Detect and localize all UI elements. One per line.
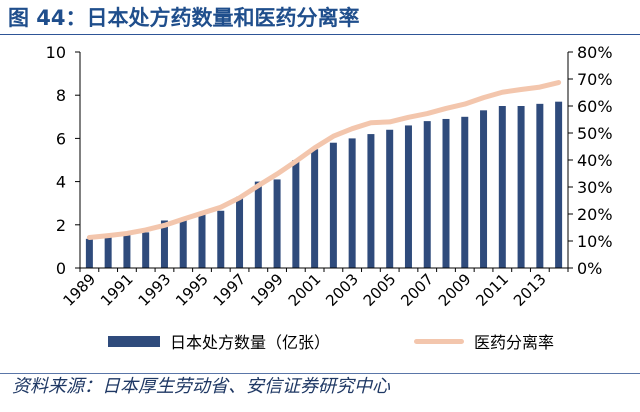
bar-2001 — [311, 149, 319, 268]
x-axis: 1989199119931995199719992001200320052007… — [59, 268, 569, 310]
legend-item-prescriptions: 日本处方数量（亿张） — [108, 329, 330, 353]
y-left-axis: 0 2 4 6 8 10 — [46, 43, 80, 278]
bar-2002 — [329, 142, 337, 268]
x-tick-label-1995: 1995 — [172, 270, 212, 310]
legend-label-prescriptions: 日本处方数量（亿张） — [170, 333, 331, 352]
x-tick-label-2003: 2003 — [322, 270, 362, 310]
y-right-tick-label: 0% — [577, 259, 602, 278]
bar-1996 — [217, 210, 225, 268]
bar-1993 — [160, 220, 168, 268]
x-tick-label-2007: 2007 — [397, 270, 437, 310]
bar-1998 — [254, 181, 262, 268]
bar-2012 — [517, 106, 525, 268]
x-tick-label-1997: 1997 — [210, 270, 250, 310]
legend-line-swatch — [414, 338, 464, 344]
bar-2010 — [480, 110, 488, 268]
chart-legend: 日本处方数量（亿张） 医药分离率 — [0, 329, 640, 353]
bar-2011 — [498, 106, 506, 268]
x-tick-label-1993: 1993 — [135, 270, 175, 310]
bar-1991 — [123, 234, 131, 268]
separation-rate-line — [86, 80, 562, 240]
y-right-tick-label: 20% — [577, 205, 613, 224]
figure-title: 图 44：日本处方药数量和医药分离率 — [8, 6, 360, 30]
x-tick-label-2013: 2013 — [510, 270, 550, 310]
bar-1990 — [104, 236, 112, 268]
bar-1989 — [85, 238, 93, 268]
bar-1999 — [273, 179, 281, 268]
x-tick-label-1999: 1999 — [247, 270, 287, 310]
y-right-tick-label: 80% — [577, 43, 613, 62]
x-tick-label-2005: 2005 — [360, 270, 400, 310]
y-left-tick-label: 4 — [56, 173, 66, 192]
bar-2014 — [555, 101, 563, 269]
legend-label-separation-rate: 医药分离率 — [474, 333, 555, 352]
y-left-tick-label: 0 — [56, 259, 66, 278]
y-right-axis: 0% 10% 20% 30% 40% 50% 60% 70% 80% — [568, 43, 613, 278]
bar-2008 — [442, 118, 450, 269]
x-tick-label-2001: 2001 — [285, 270, 325, 310]
bar-2006 — [404, 125, 412, 268]
bar-2013 — [536, 103, 544, 268]
x-tick-label-2011: 2011 — [472, 270, 512, 310]
y-right-tick-label: 60% — [577, 97, 613, 116]
bar-2009 — [461, 116, 469, 268]
title-divider — [0, 34, 640, 35]
legend-bar-swatch — [108, 335, 160, 347]
x-tick-label-1991: 1991 — [97, 270, 137, 310]
y-right-tick-label: 40% — [577, 151, 613, 170]
y-right-tick-label: 30% — [577, 178, 613, 197]
y-left-tick-label: 2 — [56, 216, 66, 235]
y-right-tick-label: 50% — [577, 124, 613, 143]
source-divider — [0, 373, 640, 374]
bar-series-prescriptions — [85, 101, 563, 269]
bar-2000 — [292, 160, 300, 268]
bar-2004 — [367, 134, 375, 268]
source-note: 资料来源：日本厚生劳动省、安信证券研究中心 — [12, 376, 390, 397]
bar-2003 — [348, 138, 356, 268]
bar-1994 — [179, 219, 187, 268]
axes — [79, 52, 569, 269]
bar-2005 — [386, 129, 394, 268]
legend-item-separation-rate: 医药分离率 — [414, 329, 554, 353]
y-right-tick-label: 70% — [577, 70, 613, 89]
bar-1997 — [236, 196, 244, 268]
y-right-tick-label: 10% — [577, 232, 613, 251]
bar-2007 — [423, 121, 431, 269]
bar-1992 — [142, 232, 150, 268]
y-left-tick-label: 10 — [46, 43, 66, 62]
y-left-tick-label: 6 — [56, 129, 66, 148]
bar-1995 — [198, 212, 206, 268]
y-left-tick-label: 8 — [56, 86, 66, 105]
x-tick-label-2009: 2009 — [435, 270, 475, 310]
